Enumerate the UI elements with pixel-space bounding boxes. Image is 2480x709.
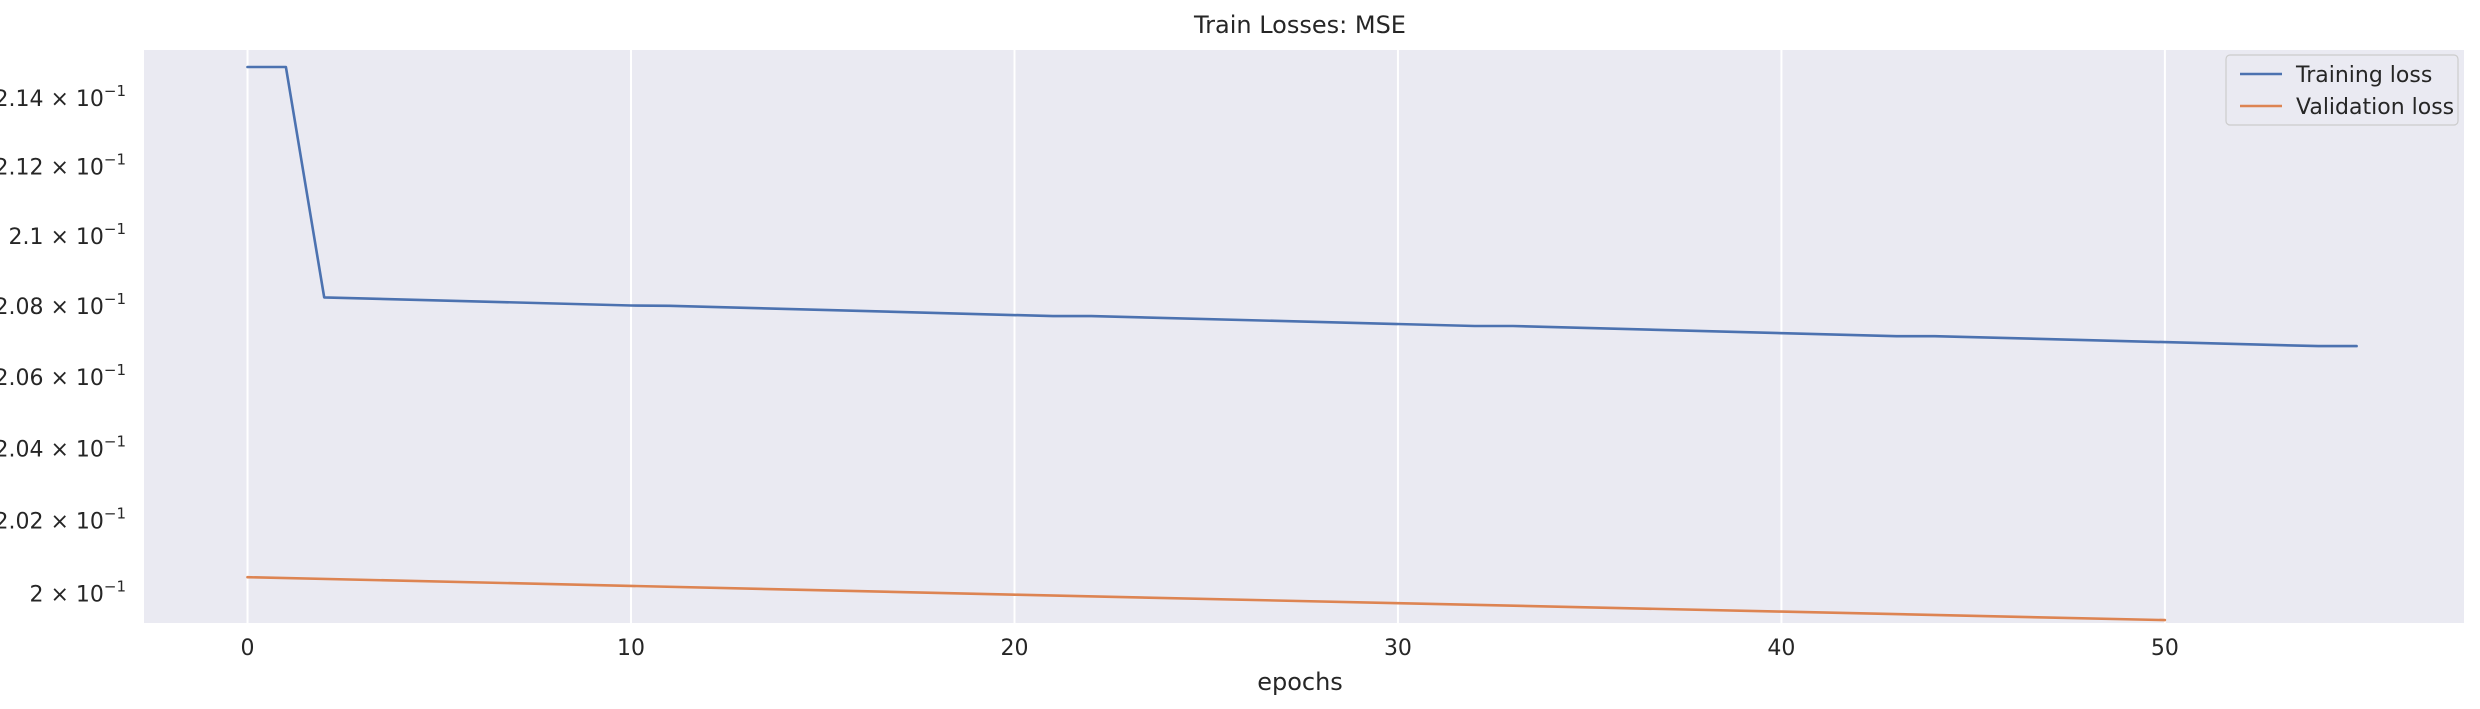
x-tick-label: 30 (1384, 636, 1412, 661)
y-tick-label: 2.08 × 10−1 (0, 290, 126, 320)
x-axis-label: epochs (1257, 668, 1343, 696)
y-tick-label: 2.06 × 10−1 (0, 361, 126, 391)
legend: Training loss Validation loss (2225, 54, 2459, 126)
y-tick-label: 2.14 × 10−1 (0, 82, 126, 112)
x-tick-labels: 0 10 20 30 40 50 (241, 636, 2179, 661)
plot-area (144, 50, 2464, 623)
legend-box (2225, 54, 2459, 126)
series-line-validation-loss (246, 575, 2167, 622)
y-tick-labels: 2.14 × 10−1 2.12 × 10−1 2.1 × 10−1 2.08 × 1… (0, 82, 126, 608)
x-tick-label: 10 (617, 636, 645, 661)
grid-lines (246, 50, 2166, 623)
series-layer (246, 65, 2358, 622)
legend-label-training: Training loss (2295, 63, 2432, 88)
y-tick-label: 2 × 10−1 (29, 578, 126, 608)
series-line-training-loss (246, 65, 2358, 348)
y-tick-label: 2.1 × 10−1 (8, 220, 126, 250)
y-tick-label: 2.04 × 10−1 (0, 433, 126, 463)
y-tick-label: 2.02 × 10−1 (0, 505, 126, 535)
x-tick-label: 50 (2151, 636, 2179, 661)
legend-label-validation: Validation loss (2296, 95, 2454, 120)
y-tick-label: 2.12 × 10−1 (0, 151, 126, 181)
x-tick-label: 0 (241, 636, 255, 661)
x-tick-label: 20 (1000, 636, 1028, 661)
x-tick-label: 40 (1767, 636, 1795, 661)
chart-title: Train Losses: MSE (1193, 11, 1406, 39)
